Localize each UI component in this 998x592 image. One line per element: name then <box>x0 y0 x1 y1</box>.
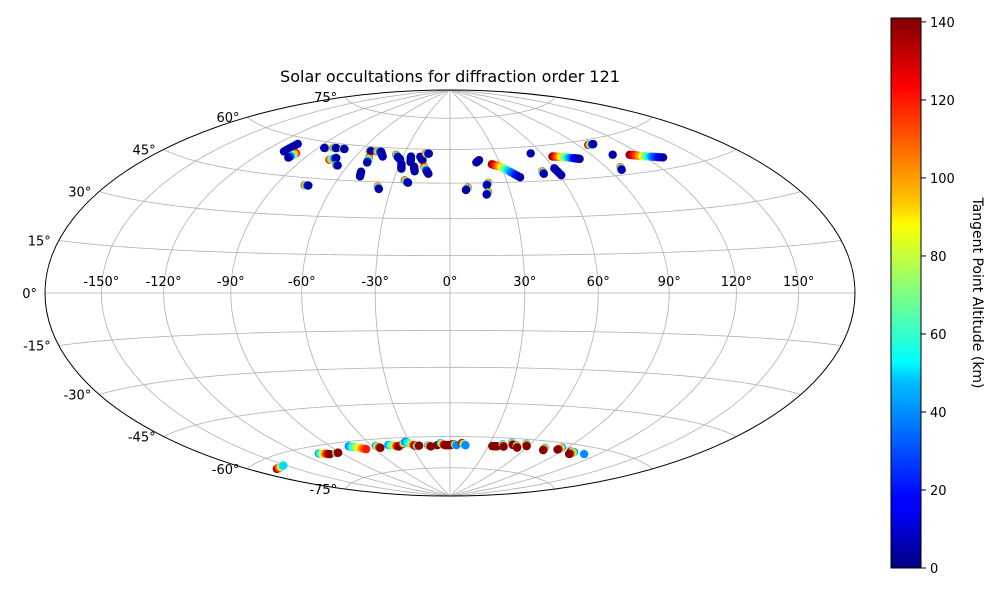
parallel-line <box>99 366 801 395</box>
occultation-point <box>279 461 288 470</box>
longitude-tick-label: 0° <box>443 275 458 290</box>
parallel-line <box>58 240 842 256</box>
occultation-point <box>608 150 617 159</box>
occultation-point <box>403 178 413 187</box>
occultation-point <box>538 445 548 455</box>
occultation-point <box>397 164 406 173</box>
occultation-point <box>564 449 574 459</box>
occultation-point <box>553 445 562 454</box>
parallel-line <box>58 330 842 346</box>
occultation-point <box>522 441 531 451</box>
latitude-tick-labels: 75° 60° 45° 30° 15° 0° -15° -30° -45° -60° -75° <box>22 91 337 498</box>
colorbar-label: Tangent Point Altitude (km) <box>969 196 985 388</box>
longitude-tick-label: -90° <box>217 275 245 290</box>
colorbar-tick-label: 140 <box>930 16 955 31</box>
occultation-point <box>539 169 549 178</box>
latitude-tick-label: -60° <box>212 463 240 478</box>
occultation-point <box>575 154 584 164</box>
occultation-point <box>617 165 626 174</box>
occultation-point <box>414 441 424 450</box>
colorbar-tick-label: 40 <box>930 406 947 421</box>
colorbar-ticks: 0 20 40 60 80 100 120 140 <box>921 16 955 577</box>
occultation-point <box>474 155 484 165</box>
occultation-point <box>332 153 341 163</box>
longitude-tick-label: 150° <box>783 275 814 290</box>
occultation-point <box>333 161 342 170</box>
occultation-point <box>499 442 508 451</box>
occultation-point <box>424 149 434 158</box>
occultation-point <box>526 149 535 158</box>
graticule-grid <box>45 89 855 497</box>
occultation-point <box>378 152 387 161</box>
occultation-point <box>461 441 470 450</box>
parallel-line <box>247 436 653 470</box>
longitude-tick-label: -120° <box>146 275 182 290</box>
longitude-tick-label: -60° <box>288 275 316 290</box>
latitude-tick-label: 30° <box>68 186 91 201</box>
longitude-tick-label: 120° <box>721 275 752 290</box>
colorbar-tick-label: 120 <box>930 94 955 109</box>
occultation-point <box>376 443 385 453</box>
occultation-point <box>333 448 343 457</box>
occultation-point <box>284 153 293 162</box>
occultation-point <box>332 143 341 153</box>
colorbar-tick-label: 20 <box>930 484 947 499</box>
longitude-tick-label: -30° <box>361 275 389 290</box>
parallel-line <box>344 96 556 119</box>
occultation-point <box>557 170 566 180</box>
occultation-point <box>355 172 365 181</box>
latitude-tick-label: 45° <box>133 144 156 159</box>
longitude-tick-label: 60° <box>587 275 610 290</box>
colorbar-tick-label: 0 <box>930 562 938 577</box>
occultation-point <box>374 184 384 194</box>
latitude-tick-label: 75° <box>314 91 337 106</box>
longitude-tick-label: 90° <box>658 275 681 290</box>
occultation-point <box>340 144 349 154</box>
projection-boundary <box>44 89 856 497</box>
occultation-point <box>579 449 589 459</box>
longitude-tick-label: 30° <box>513 275 536 290</box>
parallel-line <box>99 191 801 220</box>
colorbar-tick-label: 60 <box>930 328 947 343</box>
parallel-line <box>163 149 737 184</box>
occultation-point <box>410 167 419 176</box>
latitude-tick-label: -75° <box>309 483 337 498</box>
latitude-tick-label: -15° <box>23 340 51 355</box>
longitude-tick-label: -150° <box>83 275 119 290</box>
occultation-point <box>320 143 329 153</box>
colorbar: 0 20 40 60 80 100 120 140 Tangent Point Altitud… <box>890 16 985 577</box>
colorbar-tick-label: 100 <box>930 172 955 187</box>
occultation-point <box>482 190 491 199</box>
parallel-line <box>163 402 737 437</box>
longitude-tick-labels: -150° -120° -90° -60° -30° 0° 30° 60° 90° 120° 150… <box>83 275 814 290</box>
occultation-point <box>512 443 522 452</box>
occultation-point <box>461 185 471 195</box>
occultation-point <box>515 173 525 182</box>
latitude-tick-label: 60° <box>216 111 239 126</box>
occultation-point <box>658 153 668 162</box>
colorbar-gradient <box>890 17 922 569</box>
occultation-point <box>589 139 598 149</box>
latitude-tick-label: 0° <box>22 287 37 302</box>
parallel-line <box>247 116 653 150</box>
map-outline <box>44 89 856 497</box>
chart-title: Solar occultations for diffraction order… <box>280 67 620 86</box>
latitude-tick-label: 15° <box>28 235 51 250</box>
occultation-point <box>418 155 427 165</box>
latitude-tick-label: -45° <box>128 431 156 446</box>
occultation-point <box>424 169 433 179</box>
occultation-point <box>362 158 372 167</box>
colorbar-tick-label: 80 <box>930 250 947 265</box>
occultation-point <box>279 147 289 156</box>
occultation-point <box>482 180 491 190</box>
data-points <box>272 139 668 474</box>
occultation-point <box>304 181 313 190</box>
parallel-line <box>344 467 556 490</box>
latitude-tick-label: -30° <box>64 389 92 404</box>
occultation-point <box>361 444 371 454</box>
occultation-point <box>325 449 335 459</box>
